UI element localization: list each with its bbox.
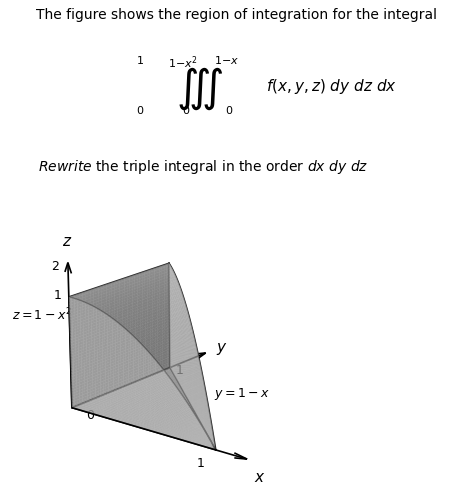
Text: The figure shows the region of integration for the integral: The figure shows the region of integrati…: [36, 8, 438, 22]
Text: $1{-}x$: $1{-}x$: [214, 54, 239, 66]
Text: $1$: $1$: [136, 54, 144, 66]
Text: $\mathit{Rewrite}$ the triple integral in the order $dx\ dy\ dz$: $\mathit{Rewrite}$ the triple integral i…: [38, 158, 368, 176]
Text: $\int\!\!\int\!\!\int$: $\int\!\!\int\!\!\int$: [175, 66, 223, 112]
Text: $0$: $0$: [225, 104, 233, 116]
Text: $0$: $0$: [182, 104, 191, 116]
Text: $1{-}x^2$: $1{-}x^2$: [168, 54, 197, 70]
Text: $f(x, y, z)\ dy\ dz\ dx$: $f(x, y, z)\ dy\ dz\ dx$: [266, 77, 397, 96]
Text: $0$: $0$: [136, 104, 144, 116]
